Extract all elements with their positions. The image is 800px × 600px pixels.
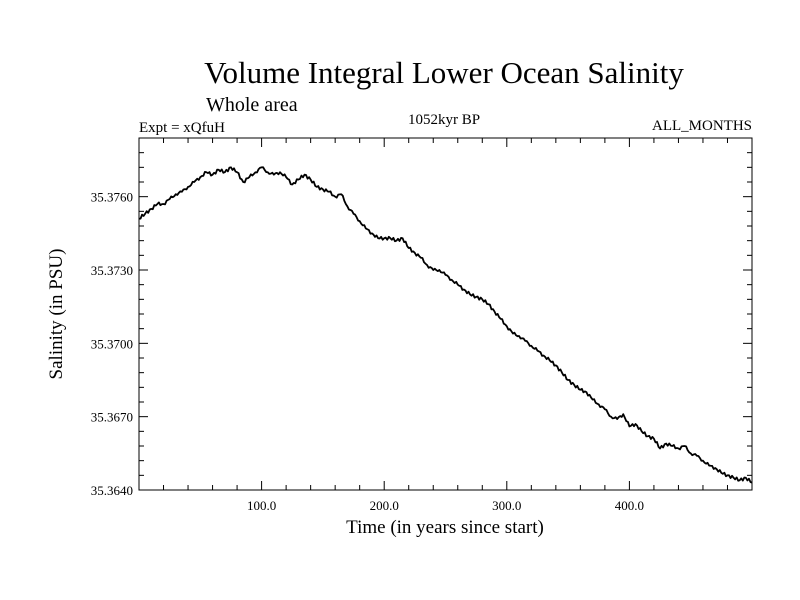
y-tick-label: 35.3700 bbox=[91, 336, 133, 351]
salinity-line bbox=[138, 166, 753, 484]
period-label: 1052kyr BP bbox=[408, 112, 480, 128]
x-tick-label: 400.0 bbox=[615, 498, 644, 513]
months-label: ALL_MONTHS bbox=[652, 118, 752, 134]
y-axis: 35.3640 35.3670 35.3700 35.3730 35.3760 bbox=[91, 152, 752, 498]
y-tick-label: 35.3760 bbox=[91, 190, 133, 205]
chart-subtitle: Whole area bbox=[206, 94, 298, 116]
y-tick-label: 35.3730 bbox=[91, 263, 133, 278]
x-tick-label: 100.0 bbox=[247, 498, 276, 513]
x-tick-label: 300.0 bbox=[492, 498, 521, 513]
experiment-label: Expt = xQfuH bbox=[139, 120, 225, 136]
y-tick-label: 35.3670 bbox=[91, 410, 133, 425]
x-axis-label: Time (in years since start) bbox=[346, 517, 544, 538]
x-tick-label: 200.0 bbox=[370, 498, 399, 513]
y-tick-label: 35.3640 bbox=[91, 483, 133, 498]
y-axis-label: Salinity (in PSU) bbox=[46, 249, 67, 380]
chart-title: Volume Integral Lower Ocean Salinity bbox=[204, 55, 684, 90]
x-axis: 100.0 200.0 300.0 400.0 bbox=[163, 138, 728, 513]
